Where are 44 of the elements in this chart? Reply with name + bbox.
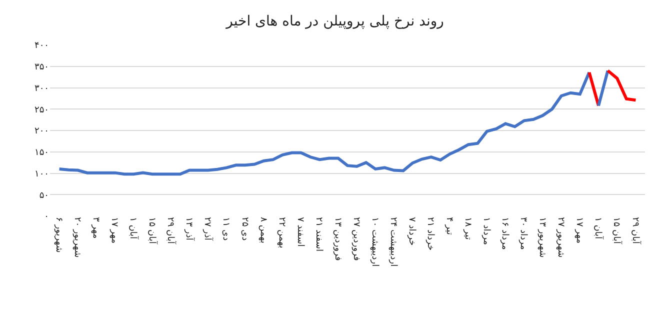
x-tick-label: ۱۰ اردیبهشت [369,217,380,267]
x-tick-label: ۱۶ مرداد [500,217,510,250]
x-tick-label: ۲۷ شهریور [555,217,566,258]
x-tick-label: ۲۰ شهریور [72,217,82,258]
y-tick-label: ۱۵۰ [34,148,49,158]
x-tick-label: ۱۱ دی [220,217,231,241]
x-tick-label: ۲۱ اسفند [314,217,324,252]
x-tick-label: ۱۳ فروردین [332,217,342,261]
y-tick-label: ۱۰۰ [34,169,49,180]
x-tick-label: ۲۹ آبان [164,217,177,244]
x-tick-label: ۲۹ آبان [630,217,642,244]
x-tick-label: ۶ شهریور [53,217,64,253]
x-tick-label: ۲۵ دی [239,217,250,241]
y-tick-label: ۵۰ [39,190,49,201]
y-tick-label: ۲۵۰ [34,105,49,116]
y-tick-label: ۲۰۰ [34,126,49,137]
x-tick-label: ۲۴ اردیبهشت [388,217,398,267]
y-tick-label: ۳۰۰ [34,84,49,94]
x-tick-label: ۱ آبان [592,217,605,240]
x-tick-label: ۲۱ خرداد [425,217,436,251]
x-tick-label: ۱۸ تیر [462,217,472,240]
x-tick-label: ۳ مهر [90,217,101,239]
x-tick-label: ۱۳ شهریور [536,217,547,258]
x-tick-label: ۷ خرداد [406,217,417,246]
y-tick-label: ۴۰۰ [34,41,49,52]
x-tick-label: ۱۷ مهر [574,217,584,244]
chart-title: روند نرخ پلی پروپیلن در ماه های اخیر [225,14,444,30]
x-tick-label: ۳۰ مرداد [518,217,528,250]
x-tick-label: ۱ مرداد [481,217,492,246]
x-tick-label: ۱۵ آبان [146,217,158,244]
y-tick-label: ۰ [44,212,49,222]
x-tick-label: ۲۷ فروردین [350,217,361,261]
x-tick-label: ۲۷ آذر [202,217,214,241]
x-tick-label: ۱۷ مهر [109,217,120,244]
x-tick-label: ۱۳ آذر [184,217,196,241]
x-tick-label: ۱ آبان [128,217,140,240]
y-tick-label: ۳۵۰ [34,62,49,73]
x-tick-label: ۴ تیر [444,217,454,236]
line-series [606,69,638,102]
x-tick-label: ۲۲ بهمن [276,217,286,248]
line-series [58,70,591,176]
x-tick-label: ۸ بهمن [258,217,268,244]
x-tick-label: ۷ اسفند [295,217,306,247]
x-tick-label: ۱۵ آبان [611,217,624,244]
